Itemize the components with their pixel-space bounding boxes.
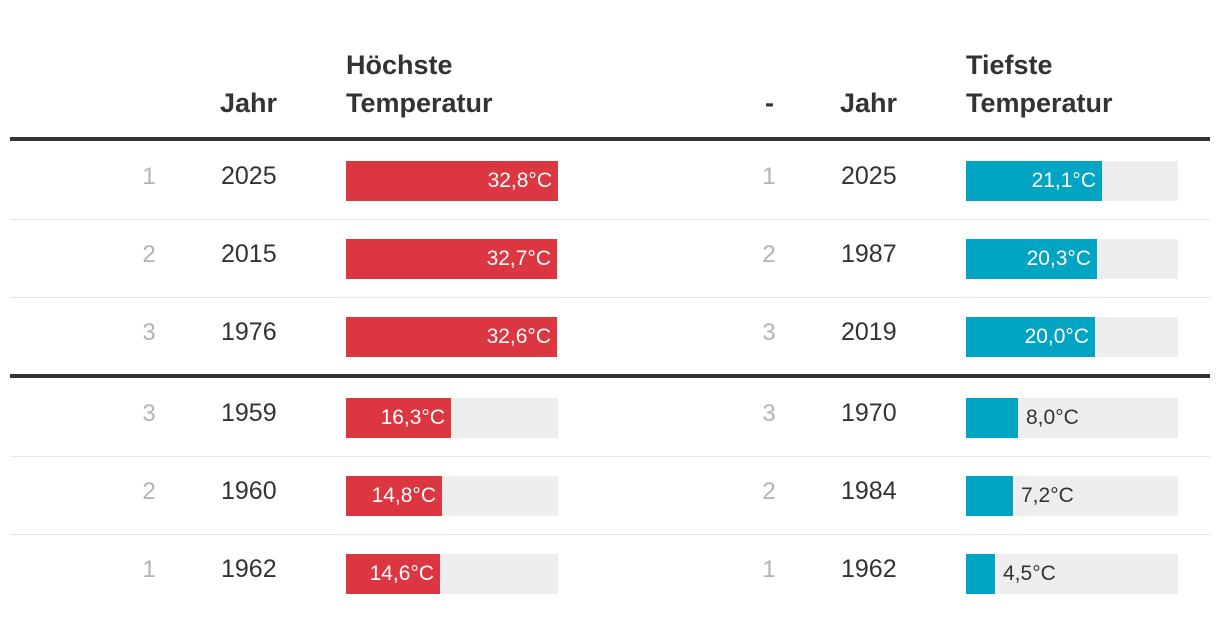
hot-bar-track: 32,8°C <box>346 161 558 201</box>
table-row: 1 2025 32,8°C 1 2025 21,1°C <box>10 141 1210 220</box>
cold-year: 1970 <box>841 399 897 427</box>
hot-rank: 3 <box>142 400 156 427</box>
cold-bar-value: 7,2°C <box>1021 484 1074 507</box>
cold-bar-fill <box>966 398 1018 438</box>
hot-bar-value: 32,6°C <box>486 325 551 348</box>
cold-year: 1984 <box>841 477 897 505</box>
cold-rank: 2 <box>762 241 776 268</box>
cold-bar-fill <box>966 554 995 594</box>
cold-bar-fill <box>966 476 1013 516</box>
cold-bar-fill <box>966 239 1097 279</box>
hot-year: 1960 <box>221 477 277 505</box>
cold-year: 2025 <box>841 162 897 190</box>
hot-bar-track: 32,6°C <box>346 317 558 357</box>
header-temp-hot-line1: Höchste <box>346 50 453 80</box>
header-temp-cold-line2: Temperatur <box>966 88 1113 118</box>
hot-rank: 1 <box>142 163 156 190</box>
cold-year: 1962 <box>841 555 897 583</box>
cold-bar-track: 4,5°C <box>966 554 1178 594</box>
group-divider <box>10 374 1210 378</box>
header-year-cold: Jahr <box>840 88 898 118</box>
table-row: 3 1976 32,6°C 3 2019 20,0°C <box>10 297 1210 375</box>
header-temp-hot-line2: Temperatur <box>346 88 493 118</box>
cold-bar-fill <box>966 317 1095 357</box>
header-rank-cold: - <box>765 88 774 118</box>
hot-bar-track: 14,8°C <box>346 476 558 516</box>
header-year-hot: Jahr <box>220 88 278 118</box>
hot-bar-track: 14,6°C <box>346 554 558 594</box>
hot-bar-value: 32,8°C <box>487 169 552 192</box>
hot-bar-track: 32,7°C <box>346 239 558 279</box>
cold-bar-track: 20,0°C <box>966 317 1178 357</box>
hot-rank: 3 <box>142 319 156 346</box>
cold-bar-value: 20,3°C <box>1026 247 1091 270</box>
hot-bar-fill <box>346 398 451 438</box>
hot-rank: 2 <box>142 478 156 505</box>
hot-year: 1962 <box>221 555 277 583</box>
cold-rank: 3 <box>762 319 776 346</box>
table-header: Jahr Höchste Temperatur - Jahr Tiefste T… <box>10 0 1210 140</box>
cold-bar-value: 8,0°C <box>1026 406 1079 429</box>
cold-bar-track: 8,0°C <box>966 398 1178 438</box>
hot-year: 2015 <box>221 240 277 268</box>
hot-bar-fill <box>346 554 440 594</box>
table-row: 2 2015 32,7°C 2 1987 20,3°C <box>10 219 1210 298</box>
cold-rank: 1 <box>762 556 776 583</box>
cold-rank: 1 <box>762 163 776 190</box>
cold-bar-value: 4,5°C <box>1003 562 1056 585</box>
cold-bar-track: 20,3°C <box>966 239 1178 279</box>
hot-bar-value: 32,7°C <box>486 247 551 270</box>
hot-bar-value: 14,8°C <box>371 484 436 507</box>
cold-year: 2019 <box>841 318 897 346</box>
table-row: 1 1962 14,6°C 1 1962 4,5°C <box>10 534 1210 612</box>
cold-bar-value: 21,1°C <box>1031 169 1096 192</box>
hot-year: 1976 <box>221 318 277 346</box>
hot-bar-fill <box>346 161 558 201</box>
header-divider <box>10 137 1210 141</box>
table-row: 3 1959 16,3°C 3 1970 8,0°C <box>10 378 1210 457</box>
hot-year: 2025 <box>221 162 277 190</box>
hot-bar-fill <box>346 317 557 357</box>
cold-year: 1987 <box>841 240 897 268</box>
table-row: 2 1960 14,8°C 2 1984 7,2°C <box>10 456 1210 535</box>
hot-bar-fill <box>346 476 442 516</box>
hot-bar-fill <box>346 239 557 279</box>
cold-rank: 3 <box>762 400 776 427</box>
hot-bar-track: 16,3°C <box>346 398 558 438</box>
hot-year: 1959 <box>221 399 277 427</box>
cold-bar-fill <box>966 161 1102 201</box>
cold-rank: 2 <box>762 478 776 505</box>
cold-bar-value: 20,0°C <box>1024 325 1089 348</box>
cold-bar-track: 21,1°C <box>966 161 1178 201</box>
hot-bar-value: 14,6°C <box>369 562 434 585</box>
header-temp-cold-line1: Tiefste <box>966 50 1053 80</box>
cold-bar-track: 7,2°C <box>966 476 1178 516</box>
hot-bar-value: 16,3°C <box>380 406 445 429</box>
hot-rank: 1 <box>142 556 156 583</box>
hot-rank: 2 <box>142 241 156 268</box>
